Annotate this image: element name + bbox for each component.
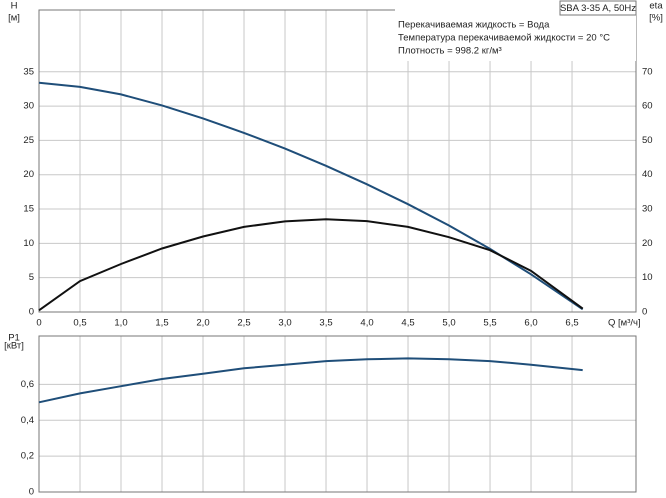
y-tick-label: 0,2: [21, 451, 34, 462]
x-tick-label: 4,0: [360, 318, 373, 329]
y2-tick-label: 70: [642, 66, 653, 77]
y-tick-label: 30: [23, 101, 34, 112]
x-tick-label: 1,5: [155, 318, 168, 329]
y-tick-label: 10: [23, 238, 34, 249]
info-line: Температура перекачиваемой жидкости = 20…: [398, 33, 610, 44]
y2-tick-label: 60: [642, 101, 653, 112]
y-tick-label: 5: [29, 272, 34, 283]
y2-tick-label: 0: [642, 307, 647, 318]
y-tick-label: 0,6: [21, 379, 34, 390]
y2-tick-label: 40: [642, 169, 653, 180]
y-axis-unit: [м]: [8, 13, 20, 24]
x-tick-label: 3,5: [319, 318, 332, 329]
x-tick-label: 4,5: [401, 318, 414, 329]
x-tick-label: 0,5: [73, 318, 86, 329]
info-title: SBA 3-35 A, 50Hz: [560, 3, 636, 14]
curve: [38, 81, 584, 311]
x-tick-label: 5,5: [483, 318, 496, 329]
x-axis-label: Q [м³/ч]: [608, 318, 641, 329]
plot-frame: [38, 9, 637, 313]
info-line: Перекачиваемая жидкость = Вода: [398, 20, 550, 31]
y-axis-unit: [кВт]: [4, 341, 24, 352]
y-tick-label: 35: [23, 66, 34, 77]
y2-tick-label: 10: [642, 272, 653, 283]
y-tick-label: 0: [29, 487, 34, 498]
y-axis-label: P1: [8, 333, 20, 344]
y2-axis-label: eta: [649, 1, 663, 12]
y2-axis-unit: [%]: [649, 13, 663, 24]
x-tick-label: 6,0: [524, 318, 537, 329]
plot-frame: [38, 335, 637, 493]
y-tick-label: 15: [23, 204, 34, 215]
y2-tick-label: 50: [642, 135, 653, 146]
x-tick-label: 6,5: [565, 318, 578, 329]
x-tick-label: 5,0: [442, 318, 455, 329]
curve: [38, 357, 583, 404]
y-tick-label: 0,4: [21, 415, 34, 426]
y2-tick-label: 30: [642, 204, 653, 215]
x-tick-label: 2,5: [237, 318, 250, 329]
y-tick-label: 20: [23, 169, 34, 180]
info-title-box: [559, 0, 637, 16]
curve: [38, 218, 584, 312]
y-axis-label: H: [11, 1, 18, 12]
x-tick-label: 3,0: [278, 318, 291, 329]
y-tick-label: 25: [23, 135, 34, 146]
x-tick-label: 0: [36, 318, 41, 329]
x-tick-label: 2,0: [196, 318, 209, 329]
y-tick-label: 0: [29, 307, 34, 318]
y2-tick-label: 20: [642, 238, 653, 249]
x-tick-label: 1,0: [114, 318, 127, 329]
info-line: Плотность = 998.2 кг/м³: [398, 46, 502, 57]
